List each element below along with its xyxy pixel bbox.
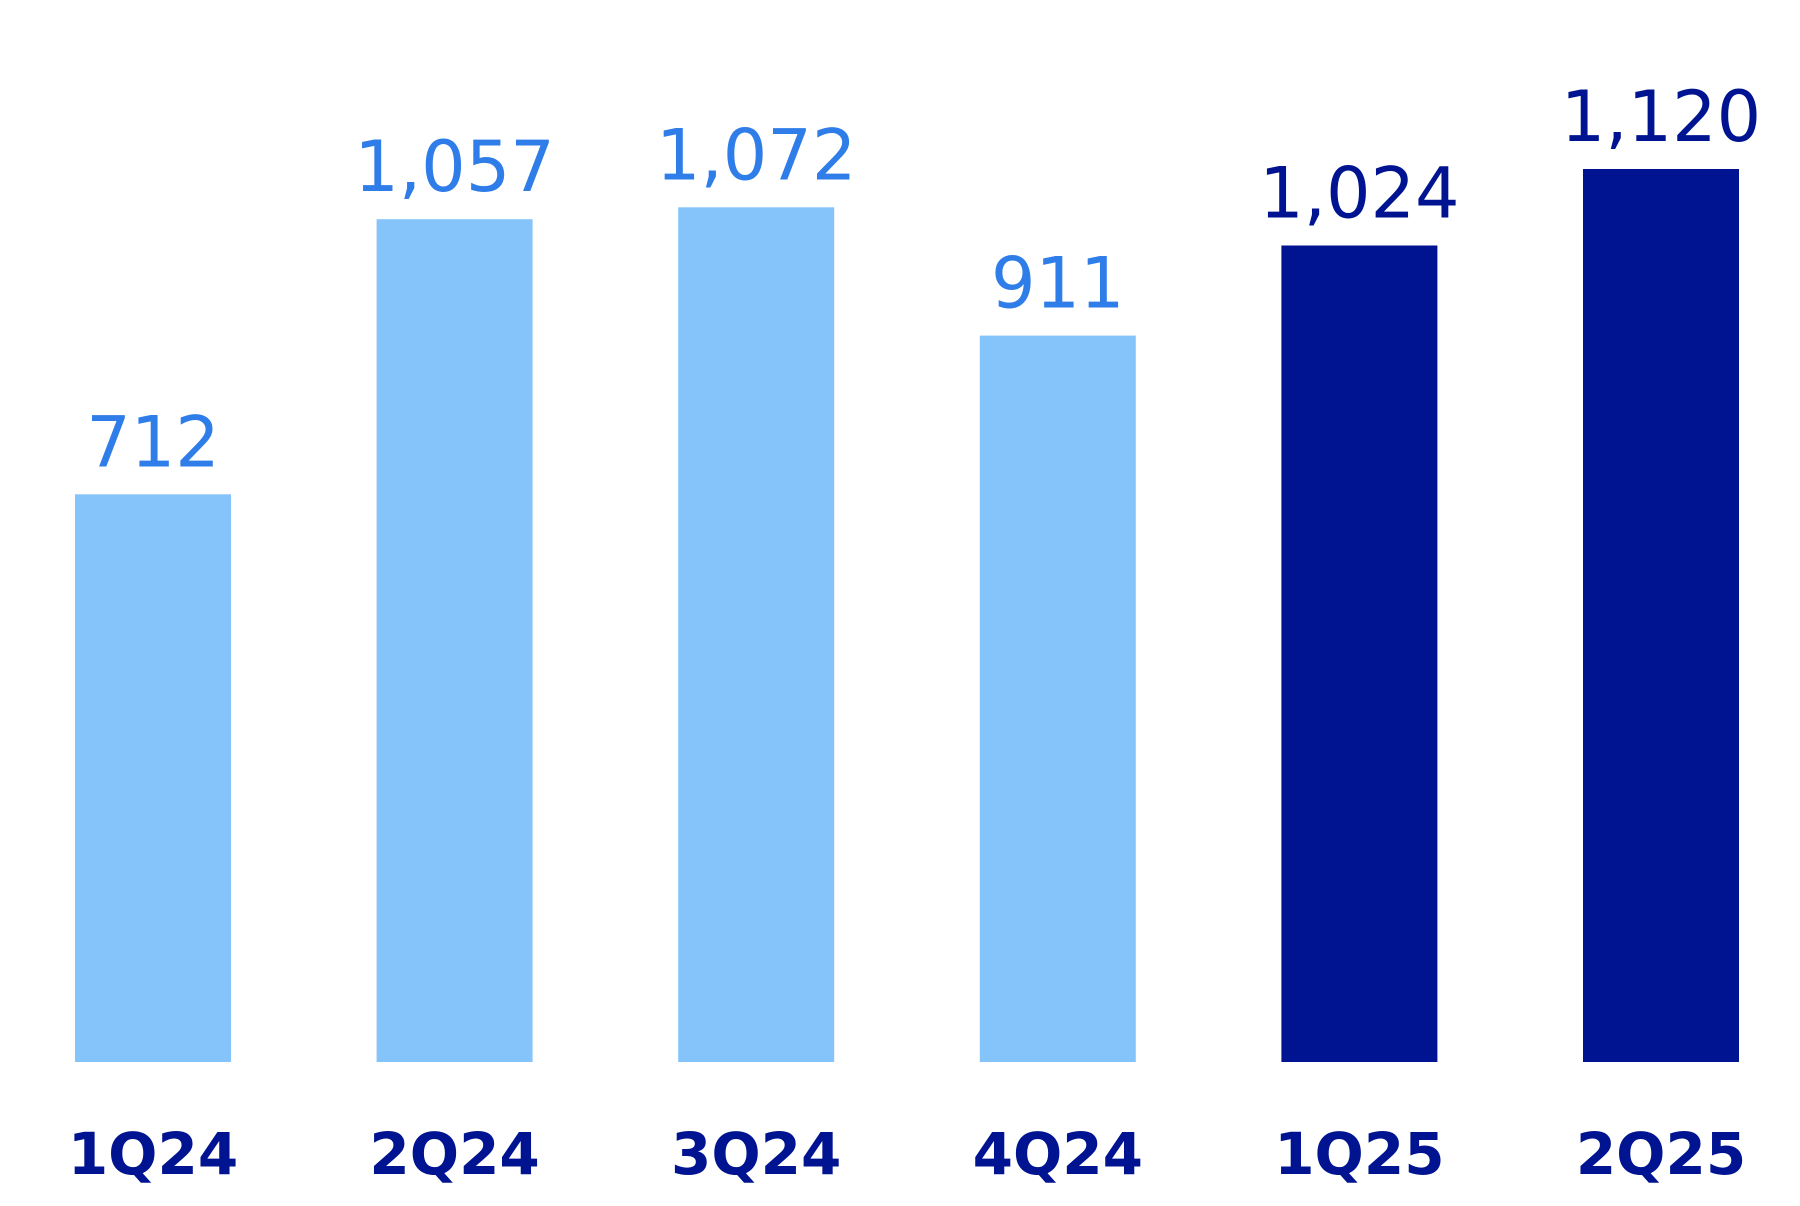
value-label-1q24: 712 — [86, 401, 220, 483]
x-axis-tick-labels: 1Q24 2Q24 3Q24 4Q24 1Q25 2Q25 — [68, 1120, 1746, 1188]
bar-2q25 — [1583, 169, 1739, 1062]
value-label-2q25: 1,120 — [1561, 76, 1761, 158]
tick-label-2q25: 2Q25 — [1576, 1120, 1746, 1188]
value-label-4q24: 911 — [991, 243, 1125, 325]
value-label-2q24: 1,057 — [354, 126, 554, 208]
value-labels-group: 712 1,057 1,072 911 1,024 1,120 — [86, 76, 1761, 483]
bar-3q24 — [678, 207, 835, 1063]
tick-label-3q24: 3Q24 — [671, 1120, 841, 1188]
bars-group — [75, 169, 1739, 1063]
bar-1q25 — [1281, 245, 1438, 1062]
bar-4q24 — [979, 335, 1136, 1063]
tick-label-2q24: 2Q24 — [369, 1120, 539, 1188]
value-label-1q25: 1,024 — [1259, 153, 1459, 235]
tick-label-4q24: 4Q24 — [973, 1120, 1143, 1188]
bar-2q24 — [376, 219, 533, 1062]
bar-1q24 — [75, 494, 231, 1062]
value-label-3q24: 1,072 — [656, 114, 856, 196]
tick-label-1q24: 1Q24 — [68, 1120, 238, 1188]
tick-label-1q25: 1Q25 — [1274, 1120, 1444, 1188]
